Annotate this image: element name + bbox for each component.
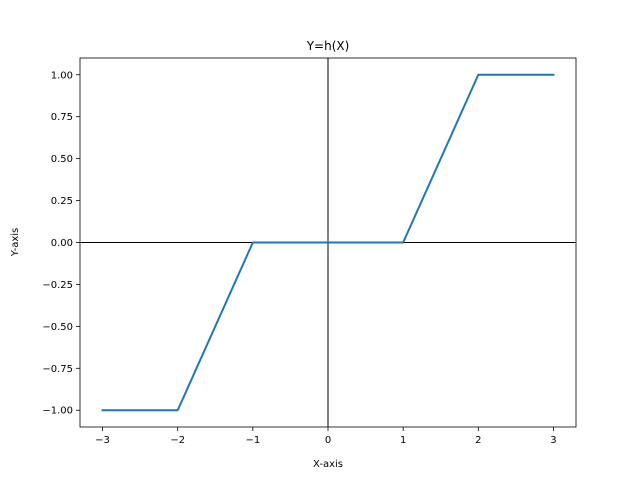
x-tick-label: −2 — [170, 435, 185, 446]
y-tick-label: 0.00 — [51, 238, 73, 249]
series-line-0 — [101, 73, 555, 412]
x-tick-label: 0 — [325, 435, 331, 446]
y-tick-label: 1.00 — [51, 70, 73, 81]
plot-area: −3 −2 −1 0 1 2 3 −1.00 −0.75 −0.50 −0.25 0.00 0.25 0.… — [42, 57, 577, 446]
x-axis-label: X-axis — [313, 459, 343, 470]
x-tick-label: 3 — [550, 435, 556, 446]
x-tick-label: 2 — [475, 435, 481, 446]
y-tick-label: −1.00 — [42, 406, 73, 417]
chart-title: Y=h(X) — [306, 39, 350, 53]
x-tick-label: −1 — [245, 435, 260, 446]
y-axis-label: Y-axis — [10, 228, 21, 258]
x-tick-label: 1 — [400, 435, 406, 446]
y-tick-label: −0.50 — [42, 322, 73, 333]
y-tick-label: 0.75 — [51, 112, 73, 123]
y-tick-label: 0.50 — [51, 154, 73, 165]
x-tick-label: −3 — [95, 435, 110, 446]
y-tick-label: 0.25 — [51, 196, 73, 207]
y-tick-label: −0.25 — [42, 280, 73, 291]
y-tick-label: −0.75 — [42, 364, 73, 375]
